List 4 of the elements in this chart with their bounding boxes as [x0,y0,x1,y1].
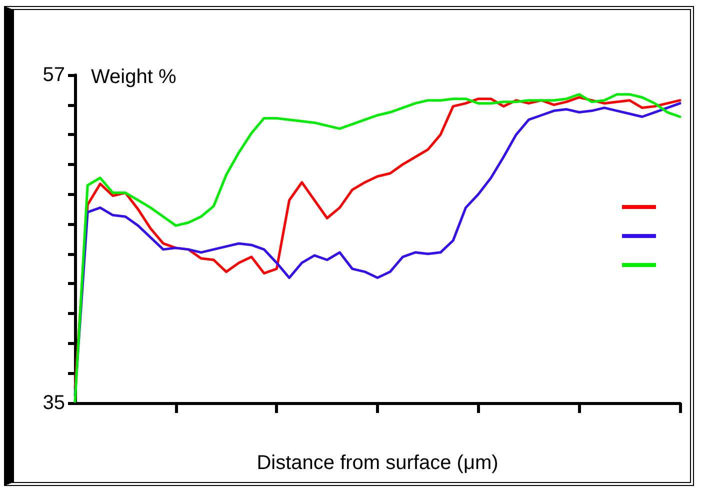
y-axis-title: Weight % [91,66,176,88]
x-axis-title: Distance from surface (μm) [256,452,498,474]
y-tick-label: 35 [42,392,65,414]
y-tick-label: 57 [42,64,65,86]
